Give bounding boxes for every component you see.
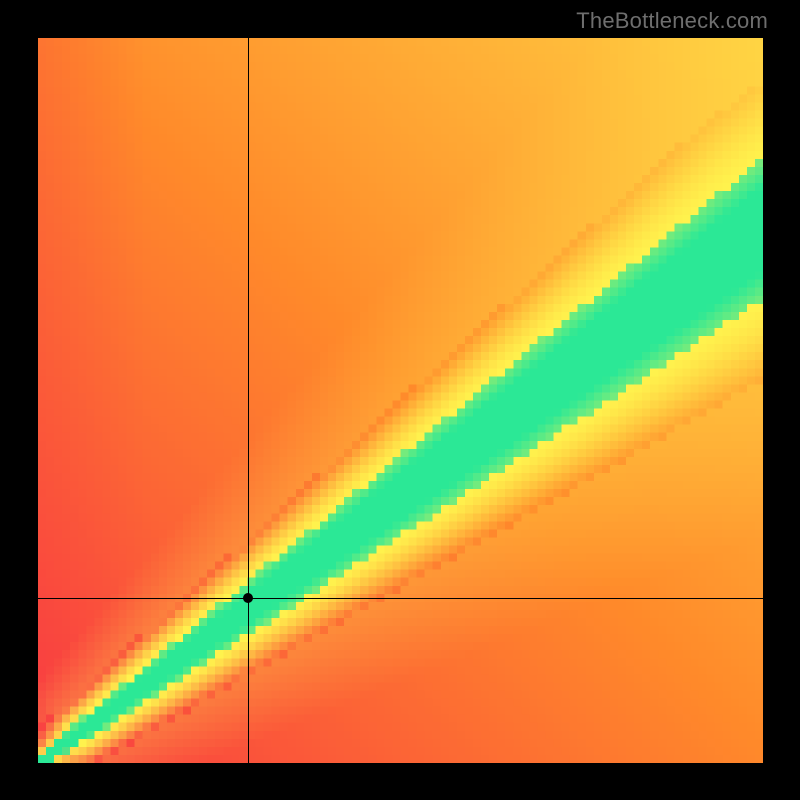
plot-area (38, 38, 763, 763)
crosshair-horizontal (38, 598, 763, 599)
heatmap-canvas (38, 38, 763, 763)
marker-point (243, 593, 253, 603)
watermark: TheBottleneck.com (576, 8, 768, 34)
crosshair-vertical (248, 38, 249, 763)
